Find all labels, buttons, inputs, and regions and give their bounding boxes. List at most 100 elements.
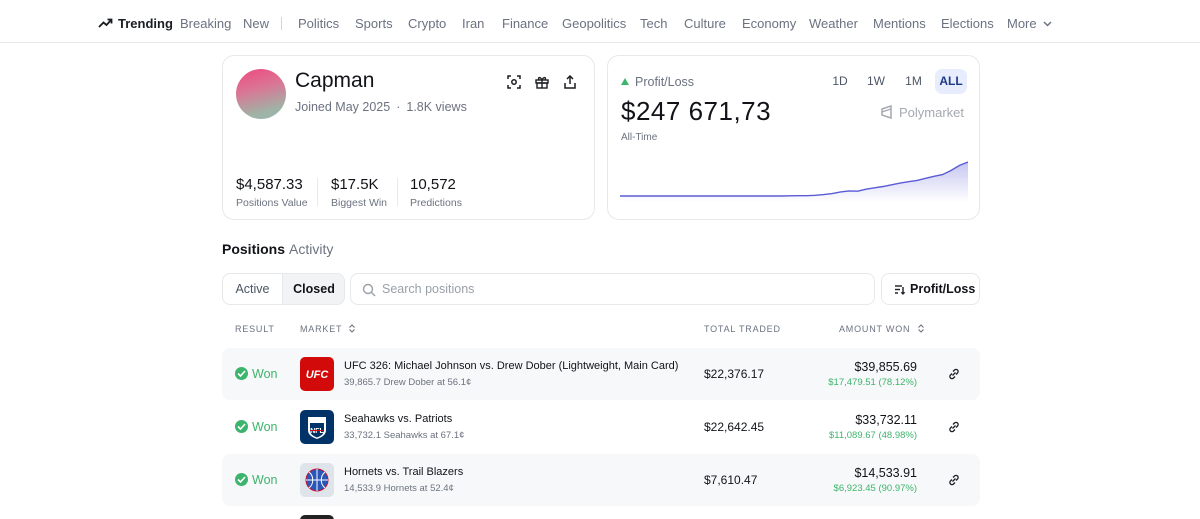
header-result: RESULT bbox=[235, 324, 275, 334]
total-traded: $7,610.47 bbox=[704, 473, 758, 487]
result-text: Won bbox=[252, 473, 278, 487]
table-row[interactable]: Won UFC UFC 326: Michael Johnson vs. Dre… bbox=[222, 348, 980, 400]
tab-activity[interactable]: Activity bbox=[289, 241, 334, 257]
search-input[interactable] bbox=[382, 274, 862, 304]
nav-culture[interactable]: Culture bbox=[684, 16, 726, 31]
nav-breaking[interactable]: Breaking bbox=[180, 16, 232, 31]
amount-won: $39,855.69 bbox=[854, 360, 917, 374]
result-text: Won bbox=[252, 367, 278, 381]
stat-predictions: 10,572 Predictions bbox=[410, 176, 462, 209]
range-1w[interactable]: 1W bbox=[867, 74, 885, 88]
nav-geopolitics[interactable]: Geopolitics bbox=[562, 16, 627, 31]
header-amount-won[interactable]: AMOUNT WON bbox=[839, 324, 925, 334]
views-count: 1.8K views bbox=[406, 100, 467, 114]
link-icon[interactable] bbox=[948, 421, 960, 433]
sort-icon bbox=[895, 285, 905, 295]
table-row[interactable]: Won NFL Seahawks vs. Patriots 33,732.1 S… bbox=[222, 401, 980, 453]
top-nav: Trending Breaking New Politics Sports Cr… bbox=[0, 0, 1200, 43]
brand-name: Polymarket bbox=[899, 105, 965, 120]
nav-crypto[interactable]: Crypto bbox=[408, 16, 447, 31]
status-toggle: Active Closed bbox=[222, 273, 345, 305]
triangle-up-icon bbox=[621, 78, 629, 85]
share-icon[interactable] bbox=[562, 74, 578, 90]
basketball-icon bbox=[300, 463, 334, 497]
sort-toggle-icon bbox=[917, 324, 924, 333]
ufc-logo-text: UFC bbox=[306, 369, 330, 381]
nav-weather[interactable]: Weather bbox=[809, 16, 858, 31]
stat-label: Predictions bbox=[410, 197, 462, 209]
chevron-down-icon bbox=[1043, 21, 1052, 27]
header-amount-won-label: AMOUNT WON bbox=[839, 324, 911, 334]
gift-icon[interactable] bbox=[534, 74, 550, 90]
market-position: 14,533.9 Hornets at 52.4¢ bbox=[344, 483, 454, 494]
market-title[interactable]: UFC 326: Michael Johnson vs. Drew Dober … bbox=[344, 360, 679, 372]
amount-won: $33,732.11 bbox=[855, 413, 917, 427]
check-circle-icon bbox=[235, 473, 248, 486]
polymarket-brand: Polymarket bbox=[880, 104, 965, 120]
link-icon[interactable] bbox=[948, 474, 960, 486]
result-badge: Won bbox=[235, 420, 277, 434]
result-text: Won bbox=[252, 420, 278, 434]
profile-card: Capman Joined May 2025 · 1.8K views $4,587… bbox=[222, 55, 595, 220]
market-position: 39,865.7 Drew Dober at 56.1¢ bbox=[344, 377, 472, 388]
range-all[interactable]: ALL bbox=[935, 69, 967, 94]
nav-divider bbox=[281, 17, 282, 30]
result-badge: Won bbox=[235, 473, 277, 487]
nav-trending-label: Trending bbox=[118, 16, 173, 31]
check-circle-icon bbox=[235, 420, 248, 433]
nav-economy[interactable]: Economy bbox=[742, 16, 797, 31]
pnl-label-text: Profit/Loss bbox=[635, 75, 695, 89]
next-row-thumbnail bbox=[300, 515, 334, 519]
nfl-logo: NFL bbox=[300, 410, 334, 444]
pnl-value: $247 671,73 bbox=[621, 96, 772, 126]
profit-amount: $17,479.51 (78.12%) bbox=[828, 377, 917, 388]
pnl-chart bbox=[620, 161, 968, 202]
nav-more-label: More bbox=[1007, 16, 1037, 31]
joined-date: Joined May 2025 bbox=[295, 100, 391, 114]
nav-politics[interactable]: Politics bbox=[298, 16, 340, 31]
range-1d[interactable]: 1D bbox=[832, 74, 848, 88]
link-icon[interactable] bbox=[948, 368, 960, 380]
nav-iran[interactable]: Iran bbox=[462, 16, 485, 31]
profit-amount: $11,089.67 (48.98%) bbox=[828, 430, 917, 441]
sort-button[interactable]: Profit/Loss bbox=[881, 273, 980, 305]
stat-positions-value: $4,587.33 Positions Value bbox=[236, 176, 308, 209]
profile-meta: Joined May 2025 · 1.8K views bbox=[295, 100, 467, 114]
nav-trending[interactable]: Trending bbox=[98, 16, 173, 32]
nav-elections[interactable]: Elections bbox=[941, 16, 994, 31]
range-1m[interactable]: 1M bbox=[905, 74, 922, 88]
nav-tech[interactable]: Tech bbox=[640, 16, 668, 31]
toggle-active[interactable]: Active bbox=[235, 282, 270, 296]
market-position: 33,732.1 Seahawks at 67.1¢ bbox=[344, 430, 465, 441]
sort-toggle-icon bbox=[349, 324, 356, 333]
profit-loss-card: Profit/Loss $247 671,73 All-Time 1D 1W 1… bbox=[607, 55, 980, 220]
pnl-area bbox=[620, 162, 968, 202]
stat-value: $17.5K bbox=[331, 176, 379, 193]
total-traded: $22,376.17 bbox=[704, 367, 765, 381]
stat-value: 10,572 bbox=[410, 176, 456, 193]
nav-sports[interactable]: Sports bbox=[355, 16, 393, 31]
scan-icon[interactable] bbox=[506, 74, 522, 90]
header-total-traded: TOTAL TRADED bbox=[704, 324, 781, 334]
nav-new[interactable]: New bbox=[243, 16, 270, 31]
nav-mentions[interactable]: Mentions bbox=[873, 16, 926, 31]
stat-value: $4,587.33 bbox=[236, 176, 303, 193]
total-traded: $22,642.45 bbox=[704, 420, 765, 434]
market-title[interactable]: Hornets vs. Trail Blazers bbox=[344, 466, 464, 478]
avatar bbox=[236, 69, 286, 119]
check-circle-icon bbox=[235, 367, 248, 380]
market-title[interactable]: Seahawks vs. Patriots bbox=[344, 413, 453, 425]
table-row[interactable]: Won Hornets vs. Trail Blazers 14,533.9 H… bbox=[222, 454, 980, 506]
pnl-line bbox=[620, 161, 968, 197]
header-market[interactable]: MARKET bbox=[300, 324, 356, 334]
header-market-label: MARKET bbox=[300, 324, 343, 334]
stat-label: Biggest Win bbox=[331, 197, 388, 209]
sort-label: Profit/Loss bbox=[910, 282, 976, 296]
tab-positions[interactable]: Positions bbox=[222, 241, 286, 257]
stat-divider bbox=[397, 178, 398, 206]
stat-biggest-win: $17.5K Biggest Win bbox=[331, 176, 387, 209]
stat-label: Positions Value bbox=[236, 197, 308, 209]
nav-more[interactable]: More bbox=[1007, 16, 1052, 32]
toggle-closed[interactable]: Closed bbox=[282, 274, 344, 304]
nav-finance[interactable]: Finance bbox=[502, 16, 549, 31]
